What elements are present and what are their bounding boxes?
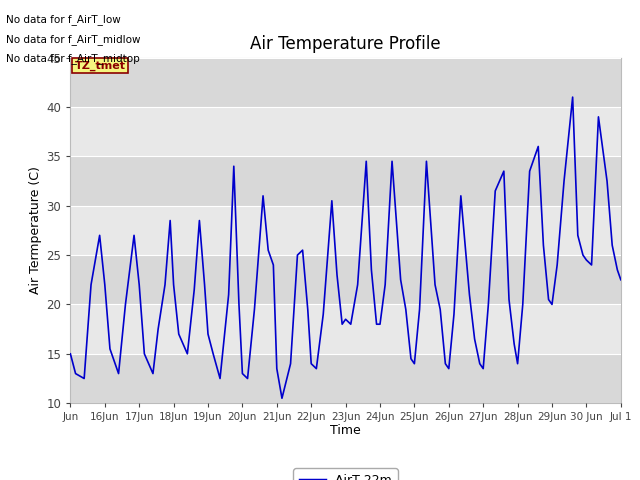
X-axis label: Time: Time <box>330 424 361 437</box>
Bar <box>70 354 621 403</box>
Legend: AirT 22m: AirT 22m <box>294 468 397 480</box>
Bar <box>70 206 621 255</box>
Text: No data for f_AirT_midlow: No data for f_AirT_midlow <box>6 34 141 45</box>
Text: No data for f_AirT_midtop: No data for f_AirT_midtop <box>6 53 140 64</box>
Bar <box>70 107 621 156</box>
Y-axis label: Air Termperature (C): Air Termperature (C) <box>29 167 42 294</box>
Bar <box>70 58 621 107</box>
Text: No data for f_AirT_low: No data for f_AirT_low <box>6 14 121 25</box>
Bar <box>70 255 621 304</box>
Text: TZ_tmet: TZ_tmet <box>75 60 125 71</box>
Title: Air Temperature Profile: Air Temperature Profile <box>250 35 441 53</box>
Bar <box>70 304 621 354</box>
Bar <box>70 156 621 206</box>
